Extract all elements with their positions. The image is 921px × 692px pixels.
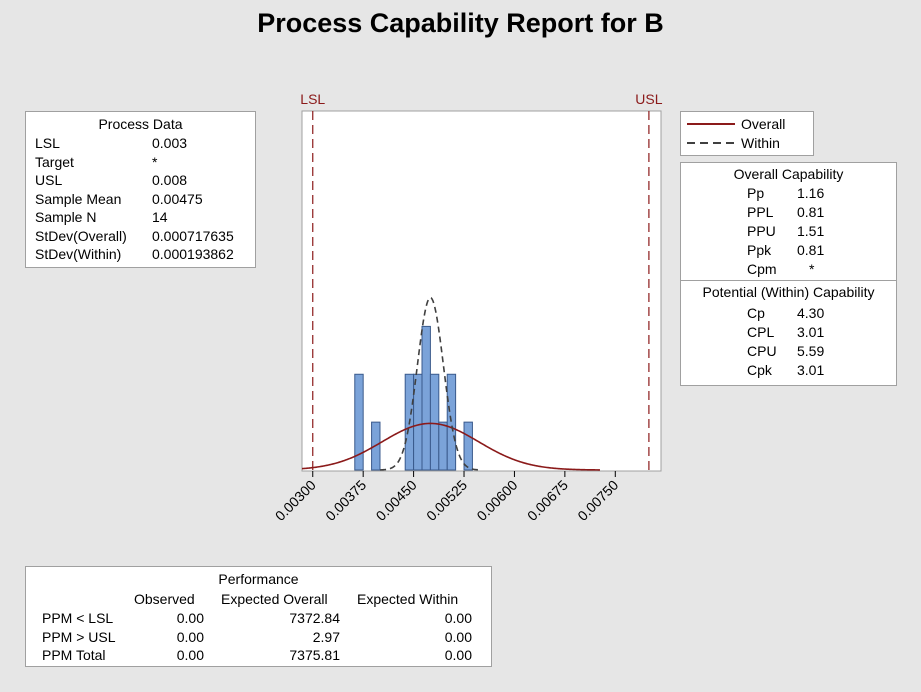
overall-capability-label: Cpm xyxy=(747,261,777,277)
within-capability-value: 3.01 xyxy=(797,362,825,378)
process-data-header: Process Data xyxy=(98,116,183,132)
within-capability-value: 3.01 xyxy=(797,324,825,340)
process-data-value: 14 xyxy=(152,209,168,225)
within-capability-label: CPL xyxy=(747,324,775,340)
process-data-panel: Process Data LSL 0.003 Target * USL 0.008 Samp… xyxy=(25,111,256,268)
performance-row-label: PPM > USL xyxy=(42,628,116,645)
within-capability-label: Cpk xyxy=(747,362,772,378)
performance-expected-overall: 2.97 xyxy=(312,628,340,645)
performance-row-label: PPM Total xyxy=(42,647,106,663)
histogram-bar xyxy=(421,325,431,471)
x-tick-label: 0.00600 xyxy=(473,477,520,524)
performance-observed: 0.00 xyxy=(176,628,204,645)
performance-col-expected-within: Expected Within xyxy=(357,591,459,607)
performance-observed: 0.00 xyxy=(176,610,204,626)
process-data-value: 0.00475 xyxy=(152,190,203,207)
within-capability-value: 5.59 xyxy=(797,343,825,359)
capability-panel: Overall Capability Pp 1.16 PPL 0.81 PPU 1.51 P… xyxy=(680,162,897,386)
histogram-bar xyxy=(446,373,457,471)
legend-overall-label: Overall xyxy=(741,116,786,132)
overall-capability-value: * xyxy=(809,261,815,277)
lsl-label: LSL xyxy=(300,91,325,107)
legend-within-label: Within xyxy=(741,135,780,151)
x-tick-label: 0.00525 xyxy=(423,477,470,524)
legend-within-swatch xyxy=(687,142,735,144)
overall-capability-value: 0.81 xyxy=(797,204,825,220)
process-data-label: StDev(Within) xyxy=(35,246,122,262)
within-capability-label: Cp xyxy=(747,305,765,321)
x-tick-label: 0.00450 xyxy=(373,477,420,524)
process-data-value: 0.008 xyxy=(152,172,188,188)
overall-capability-label: Pp xyxy=(747,185,765,201)
performance-col-expected-overall: Expected Overall xyxy=(221,591,328,607)
performance-expected-within: 0.00 xyxy=(444,628,472,645)
overall-capability-value: 1.51 xyxy=(797,223,825,239)
within-capability-header: Potential (Within) Capability xyxy=(702,284,875,300)
process-data-value: 0.003 xyxy=(152,135,188,151)
capability-divider xyxy=(681,280,896,281)
performance-col-observed: Observed xyxy=(134,591,195,607)
performance-expected-overall: 7375.81 xyxy=(289,647,340,663)
overall-capability-label: PPL xyxy=(747,204,774,220)
x-tick-label: 0.00675 xyxy=(524,477,571,524)
x-tick-label: 0.00300 xyxy=(272,477,319,524)
x-tick-label: 0.00375 xyxy=(322,477,369,524)
process-data-label: Target xyxy=(35,153,74,170)
within-capability-label: CPU xyxy=(747,343,777,359)
report-title: Process Capability Report for B xyxy=(257,8,664,38)
x-tick-label: 0.00750 xyxy=(574,477,621,524)
process-data-label: USL xyxy=(35,172,63,188)
process-data-label: StDev(Overall) xyxy=(35,227,127,244)
overall-capability-value: 0.81 xyxy=(797,242,825,258)
performance-header: Performance xyxy=(218,571,299,587)
overall-fit-curve xyxy=(301,422,600,471)
overall-capability-header: Overall Capability xyxy=(733,166,844,182)
overall-capability-label: PPU xyxy=(747,223,776,239)
process-data-label: LSL xyxy=(35,135,60,151)
usl-label: USL xyxy=(635,91,662,107)
performance-panel: Performance Observed Expected Overall Ex… xyxy=(25,566,492,667)
histogram-bar xyxy=(429,373,440,471)
performance-expected-within: 0.00 xyxy=(444,647,472,663)
process-data-value: 0.000193862 xyxy=(152,246,234,262)
performance-observed: 0.00 xyxy=(176,647,204,663)
performance-expected-within: 0.00 xyxy=(444,610,472,626)
within-capability-value: 4.30 xyxy=(797,305,825,321)
performance-expected-overall: 7372.84 xyxy=(289,610,340,626)
legend: Overall Within xyxy=(680,111,814,156)
overall-capability-value: 1.16 xyxy=(797,185,825,201)
histogram-bar xyxy=(438,421,448,471)
process-data-value: 0.000717635 xyxy=(152,227,234,244)
legend-overall-swatch xyxy=(687,123,735,125)
histogram-bar xyxy=(463,421,473,471)
process-data-value: * xyxy=(152,153,158,170)
overall-capability-label: Ppk xyxy=(747,242,772,258)
process-data-label: Sample Mean xyxy=(35,190,122,207)
within-fit-curve xyxy=(380,296,481,471)
process-data-label: Sample N xyxy=(35,209,97,225)
histogram-bar xyxy=(413,373,423,471)
performance-row-label: PPM < LSL xyxy=(42,610,114,626)
histogram-bar xyxy=(354,373,364,471)
